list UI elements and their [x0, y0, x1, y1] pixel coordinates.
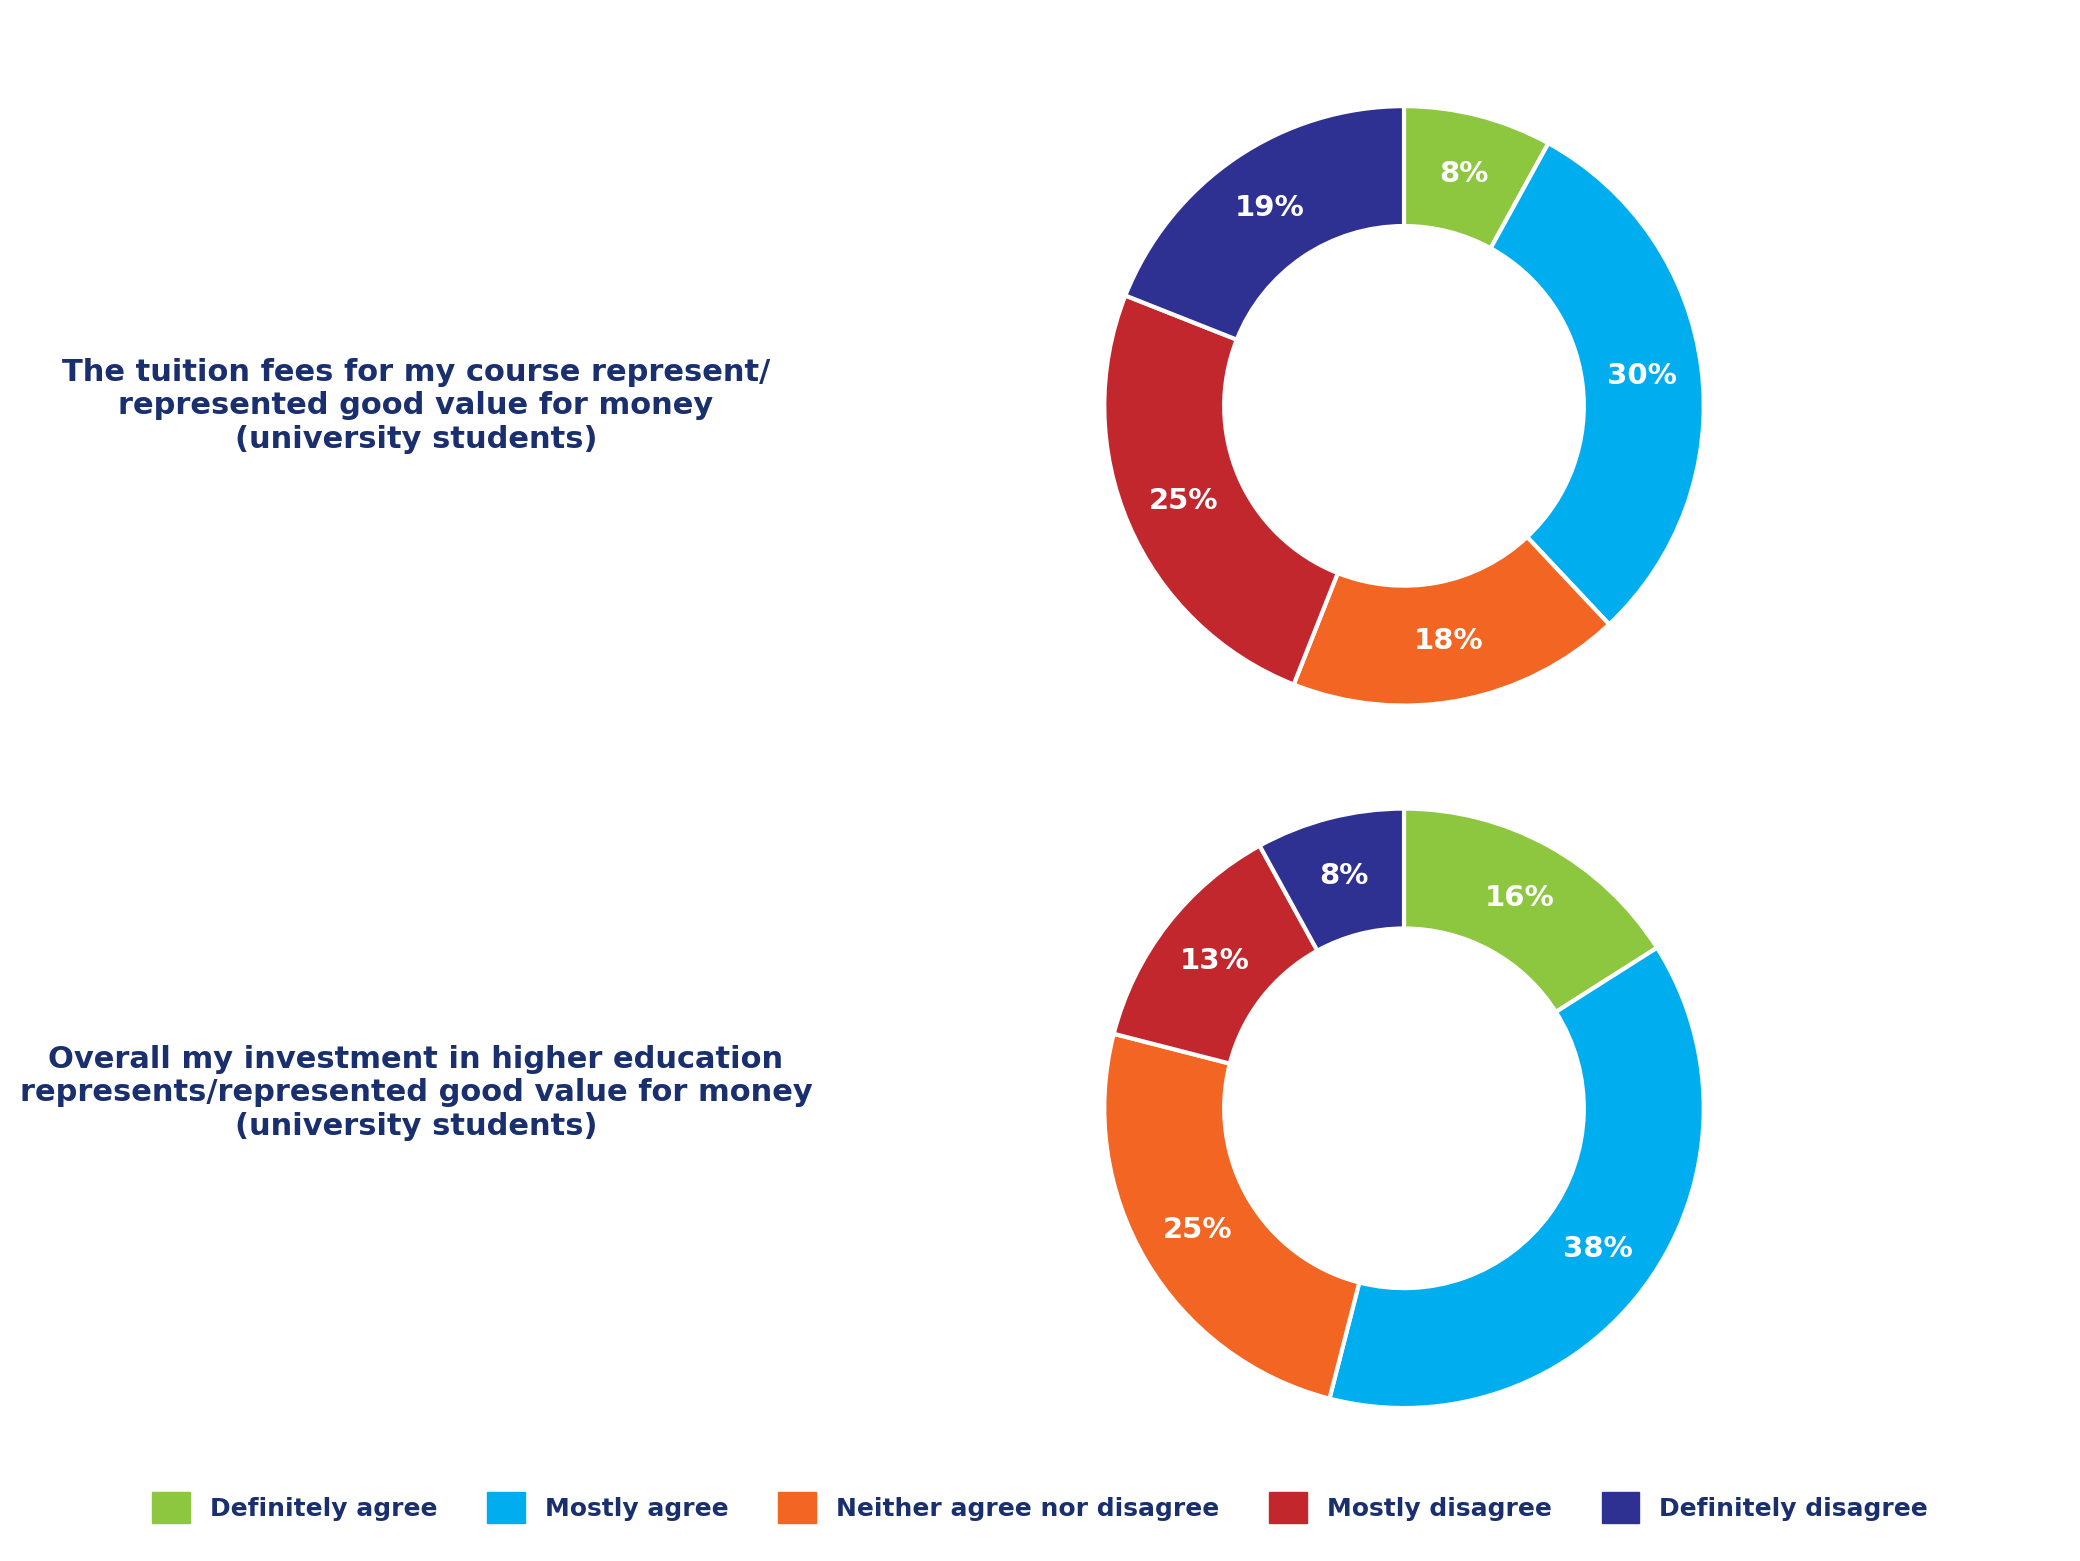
Text: Overall my investment in higher education
represents/represented good value for : Overall my investment in higher educatio… [19, 1044, 813, 1141]
Wedge shape [1125, 106, 1404, 340]
Wedge shape [1404, 106, 1548, 248]
Text: 18%: 18% [1414, 628, 1483, 656]
Text: 30%: 30% [1608, 362, 1676, 390]
Text: The tuition fees for my course represent/
represented good value for money
(univ: The tuition fees for my course represent… [62, 357, 770, 454]
Wedge shape [1104, 295, 1337, 685]
Text: 16%: 16% [1485, 884, 1554, 912]
Wedge shape [1260, 809, 1404, 951]
Wedge shape [1329, 948, 1704, 1408]
Wedge shape [1404, 809, 1658, 1012]
Text: 8%: 8% [1439, 159, 1489, 187]
Text: 25%: 25% [1163, 1216, 1231, 1244]
Text: 25%: 25% [1150, 487, 1219, 515]
Legend: Definitely agree, Mostly agree, Neither agree nor disagree, Mostly disagree, Def: Definitely agree, Mostly agree, Neither … [141, 1483, 1939, 1533]
Wedge shape [1294, 537, 1610, 706]
Text: 8%: 8% [1319, 862, 1369, 890]
Text: 38%: 38% [1562, 1235, 1633, 1263]
Text: 19%: 19% [1233, 194, 1304, 222]
Wedge shape [1104, 1033, 1358, 1399]
Wedge shape [1113, 846, 1317, 1063]
Wedge shape [1491, 144, 1704, 624]
Text: 13%: 13% [1179, 948, 1250, 976]
